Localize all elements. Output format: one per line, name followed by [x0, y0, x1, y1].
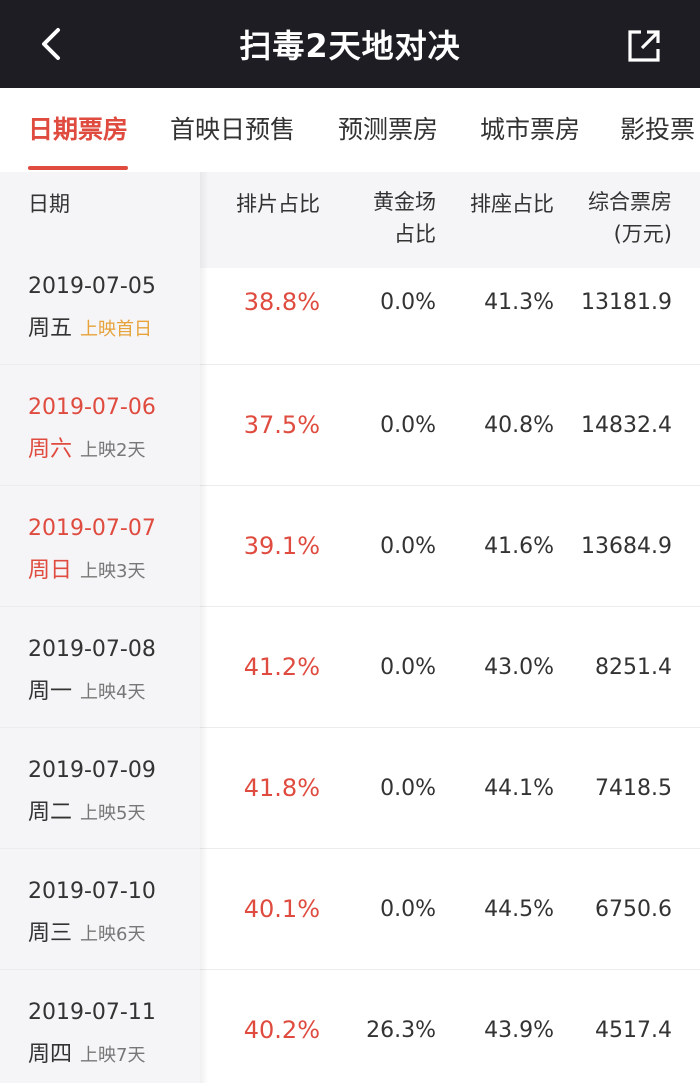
row-seat-share: 41.6%: [484, 534, 554, 559]
row-weekday: 周六 上映2天: [28, 437, 146, 462]
row-box-office: 7418.5: [595, 776, 672, 801]
row-box-office: 14832.4: [581, 413, 672, 438]
row-screening-share: 37.5%: [243, 411, 320, 439]
tab-premiere-presale[interactable]: 首映日预售: [170, 115, 296, 144]
row-date: 2019-07-09: [28, 758, 156, 783]
table-row[interactable]: 2019-07-08 周一 上映4天 41.2% 0.0% 43.0% 8251.…: [0, 607, 700, 728]
table-row[interactable]: 2019-07-06 周六 上映2天 37.5% 0.0% 40.8% 14832…: [0, 365, 700, 486]
release-day-tag: 上映7天: [80, 1045, 146, 1066]
row-golden-share: 0.0%: [380, 897, 436, 922]
row-divider: [0, 727, 700, 728]
row-seat-share: 44.5%: [484, 897, 554, 922]
row-golden-share: 0.0%: [380, 655, 436, 680]
row-divider: [0, 848, 700, 849]
row-date: 2019-07-10: [28, 879, 156, 904]
row-weekday: 周日 上映3天: [28, 558, 146, 583]
table-row[interactable]: 2019-07-05 周五 上映首日 38.8% 0.0% 41.3% 13181…: [0, 268, 700, 365]
row-seat-share: 41.3%: [484, 290, 554, 315]
row-golden-share: 0.0%: [380, 413, 436, 438]
table-row[interactable]: 2019-07-11 周四 上映7天 40.2% 26.3% 43.9% 4517…: [0, 970, 700, 1083]
row-date: 2019-07-06: [28, 395, 156, 420]
page-title: 扫毒2天地对决: [239, 27, 461, 65]
row-weekday: 周三 上映6天: [28, 921, 146, 946]
row-weekday: 周四 上映7天: [28, 1042, 146, 1067]
col-header-box-office[interactable]: 综合票房 (万元): [588, 190, 672, 246]
release-day-tag: 上映3天: [80, 561, 146, 582]
row-box-office: 4517.4: [595, 1018, 672, 1043]
table-row[interactable]: 2019-07-07 周日 上映3天 39.1% 0.0% 41.6% 13684…: [0, 486, 700, 607]
date-column-background: [0, 172, 200, 1083]
row-golden-share: 0.0%: [380, 534, 436, 559]
row-screening-share: 41.2%: [243, 653, 320, 681]
tab-daily-box-office[interactable]: 日期票房: [28, 88, 129, 172]
row-box-office: 6750.6: [595, 897, 672, 922]
row-golden-share: 26.3%: [366, 1018, 436, 1043]
row-date: 2019-07-11: [28, 1000, 156, 1025]
active-tab-indicator: [28, 166, 129, 170]
frozen-column-shadow: [200, 172, 208, 1083]
row-screening-share: 38.8%: [243, 288, 320, 316]
row-box-office: 13181.9: [581, 290, 672, 315]
row-seat-share: 43.9%: [484, 1018, 554, 1043]
row-screening-share: 39.1%: [243, 532, 320, 560]
release-day-tag: 上映4天: [80, 682, 146, 703]
row-divider: [0, 606, 700, 607]
row-weekday: 周五 上映首日: [28, 316, 153, 341]
share-icon[interactable]: [626, 28, 662, 64]
row-weekday: 周二 上映5天: [28, 800, 146, 825]
box-office-table: 日期 排片占比 黄金场 占比 排座占比 综合票房 (万元) 2019-07-05…: [0, 172, 700, 1083]
row-divider: [0, 969, 700, 970]
table-header: 日期 排片占比 黄金场 占比 排座占比 综合票房 (万元): [0, 172, 700, 268]
row-date: 2019-07-07: [28, 516, 156, 541]
col-header-seat-share[interactable]: 排座占比: [470, 192, 554, 216]
row-seat-share: 44.1%: [484, 776, 554, 801]
back-arrow-icon[interactable]: [36, 26, 68, 62]
row-screening-share: 40.1%: [243, 895, 320, 923]
col-header-screening-share[interactable]: 排片占比: [236, 192, 320, 216]
row-date: 2019-07-05: [28, 274, 156, 299]
tab-city-box-office[interactable]: 城市票房: [480, 115, 581, 144]
row-golden-share: 0.0%: [380, 776, 436, 801]
row-seat-share: 43.0%: [484, 655, 554, 680]
row-weekday: 周一 上映4天: [28, 679, 146, 704]
release-day-tag: 上映2天: [80, 440, 146, 461]
col-header-golden-share[interactable]: 黄金场 占比: [373, 190, 436, 246]
row-date: 2019-07-08: [28, 637, 156, 662]
row-box-office: 8251.4: [595, 655, 672, 680]
col-header-date[interactable]: 日期: [28, 192, 70, 216]
tab-bar: 日期票房 首映日预售 预测票房 城市票房 影投票: [0, 88, 700, 172]
release-day-tag: 上映5天: [80, 803, 146, 824]
row-divider: [0, 485, 700, 486]
table-row[interactable]: 2019-07-10 周三 上映6天 40.1% 0.0% 44.5% 6750.…: [0, 849, 700, 970]
row-box-office: 13684.9: [581, 534, 672, 559]
release-day-tag: 上映首日: [80, 319, 153, 340]
table-row[interactable]: 2019-07-09 周二 上映5天 41.8% 0.0% 44.1% 7418.…: [0, 728, 700, 849]
tab-cinema-investment[interactable]: 影投票: [620, 115, 696, 144]
row-screening-share: 41.8%: [243, 774, 320, 802]
row-divider: [0, 364, 700, 365]
tab-forecast-box-office[interactable]: 预测票房: [338, 115, 439, 144]
row-screening-share: 40.2%: [243, 1016, 320, 1044]
top-bar: 扫毒2天地对决: [0, 0, 700, 88]
row-seat-share: 40.8%: [484, 413, 554, 438]
release-day-tag: 上映6天: [80, 924, 146, 945]
row-golden-share: 0.0%: [380, 290, 436, 315]
